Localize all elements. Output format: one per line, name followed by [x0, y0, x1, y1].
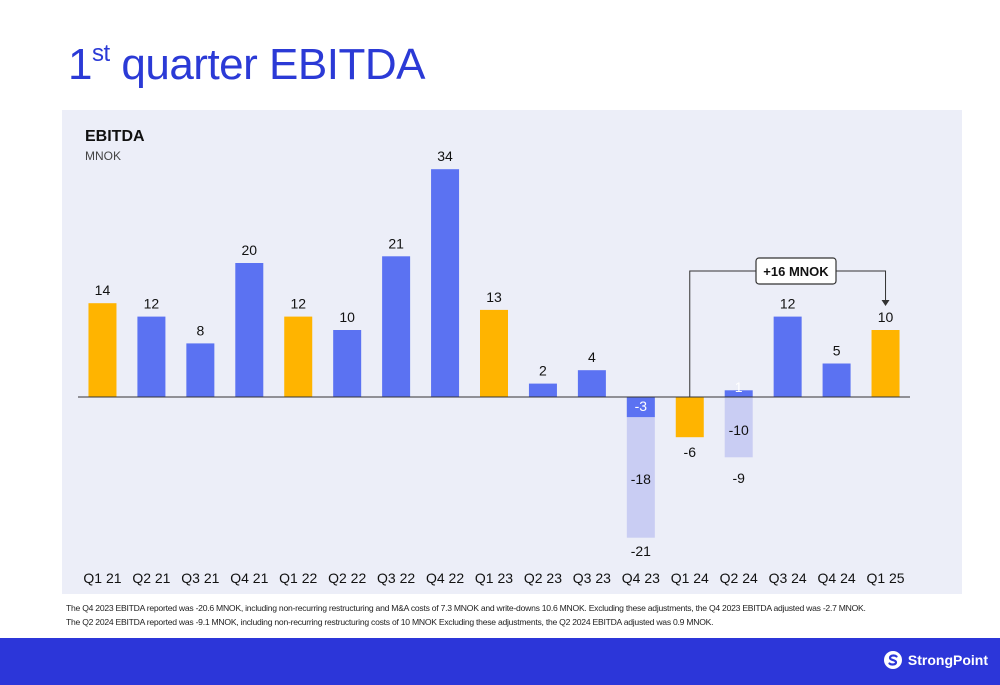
bar	[773, 316, 802, 397]
adjustment-bar	[724, 397, 753, 458]
bar	[382, 256, 411, 397]
adjustment-label: -18	[631, 471, 651, 487]
category-tick-label: Q2 24	[720, 570, 758, 586]
bar	[626, 397, 655, 418]
bar	[480, 309, 508, 397]
bar	[137, 316, 166, 397]
category-tick-label: Q4 24	[818, 570, 856, 586]
category-tick-label: Q3 23	[573, 570, 611, 586]
logo-text: StrongPoint	[907, 652, 988, 668]
bar	[675, 397, 704, 438]
category-tick-label: Q3 24	[769, 570, 807, 586]
footnote-q4-2023: The Q4 2023 EBITDA reported was -20.6 MN…	[66, 603, 866, 613]
annotation-label: +16 MNOK	[763, 264, 829, 279]
data-label: 12	[780, 296, 796, 312]
category-tick-label: Q4 21	[230, 570, 268, 586]
adjustment-bar	[626, 397, 655, 538]
adjustment-label: -10	[729, 422, 749, 438]
bar	[528, 383, 557, 397]
data-label: 5	[833, 343, 841, 359]
bar	[333, 330, 362, 397]
data-label: 4	[588, 349, 596, 365]
category-tick-label: Q2 22	[328, 570, 366, 586]
category-tick-label: Q1 23	[475, 570, 513, 586]
category-tick-label: Q4 23	[622, 570, 660, 586]
bar	[235, 263, 264, 397]
ebitda-bar-chart: 14 12 8 20 12 10 21 34 13 2 4 -3 -6 1 12 5 10 -18 -21 -10 -9…	[78, 148, 910, 586]
chart-title: EBITDA	[85, 128, 145, 145]
category-tick-label: Q1 24	[671, 570, 709, 586]
annotation-box	[755, 257, 837, 285]
page-title: 1st quarter EBITDA	[68, 40, 425, 89]
bar	[186, 343, 215, 397]
data-label: 12	[290, 296, 306, 312]
company-logo: StrongPoint	[883, 650, 988, 670]
category-tick-label: Q1 22	[279, 570, 317, 586]
category-tick-label: Q2 21	[132, 570, 170, 586]
annotation-arrowhead	[881, 300, 890, 306]
strongpoint-logo-icon	[883, 651, 902, 669]
data-label: 13	[486, 289, 502, 305]
data-label: 20	[242, 242, 258, 258]
data-label: 2	[539, 363, 547, 379]
bar	[431, 169, 460, 397]
category-tick-label: Q4 22	[426, 570, 464, 586]
category-tick-label: Q1 21	[83, 570, 121, 586]
category-tick-label: Q3 22	[377, 570, 415, 586]
chart-unit: MNOK	[85, 149, 121, 163]
data-label: 8	[196, 322, 204, 338]
category-tick-label: Q1 25	[866, 570, 904, 586]
data-label: 10	[878, 309, 894, 325]
reported-label: -9	[732, 470, 745, 486]
data-label: 10	[339, 309, 355, 325]
bar	[822, 363, 851, 397]
data-label: 1	[735, 379, 743, 395]
footnote-q2-2024: The Q2 2024 EBITDA reported was -9.1 MNO…	[66, 617, 714, 627]
data-label: 12	[144, 296, 160, 312]
category-tick-label: Q3 21	[181, 570, 219, 586]
bar	[577, 370, 606, 397]
bar	[871, 330, 900, 397]
bar	[284, 316, 313, 397]
data-label: 34	[437, 148, 453, 164]
footer-bar: StrongPoint	[0, 638, 1000, 685]
data-label: 14	[95, 282, 111, 298]
category-tick-label: Q2 23	[524, 570, 562, 586]
bar	[88, 303, 117, 397]
data-label: 21	[388, 235, 404, 251]
reported-label: -21	[631, 543, 651, 559]
data-label: -3	[635, 398, 648, 414]
bar	[724, 390, 753, 397]
data-label: -6	[684, 444, 697, 460]
